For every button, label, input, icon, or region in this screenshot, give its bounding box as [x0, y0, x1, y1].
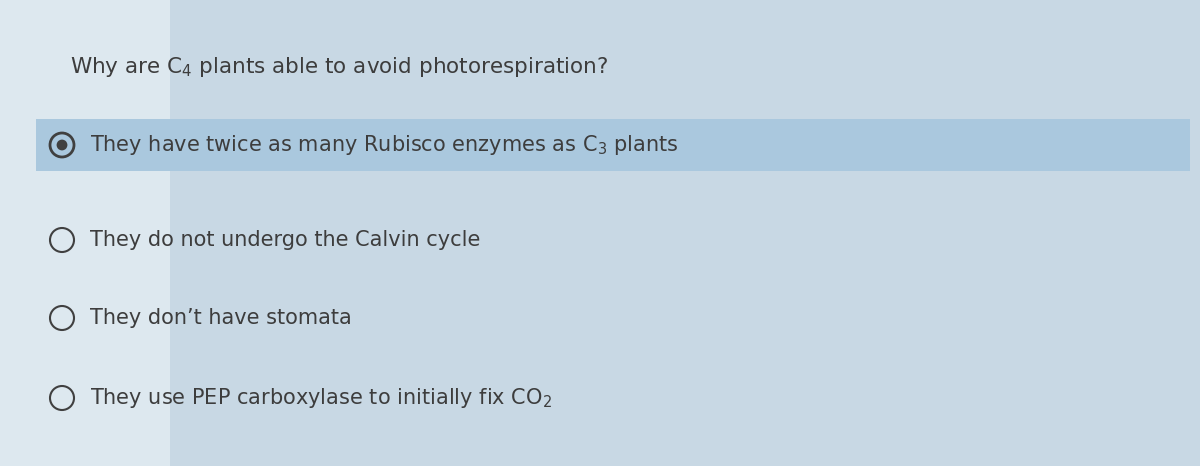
Text: They do not undergo the Calvin cycle: They do not undergo the Calvin cycle: [90, 230, 480, 250]
Text: Why are $\mathregular{C_4}$ plants able to avoid photorespiration?: Why are $\mathregular{C_4}$ plants able …: [70, 55, 608, 79]
FancyBboxPatch shape: [0, 0, 170, 466]
FancyBboxPatch shape: [36, 119, 1190, 171]
Ellipse shape: [56, 140, 67, 151]
Text: They don’t have stomata: They don’t have stomata: [90, 308, 352, 328]
Text: They have twice as many Rubisco enzymes as $\mathregular{C_3}$ plants: They have twice as many Rubisco enzymes …: [90, 133, 679, 157]
Text: They use PEP carboxylase to initially fix $\mathregular{CO_2}$: They use PEP carboxylase to initially fi…: [90, 386, 552, 410]
